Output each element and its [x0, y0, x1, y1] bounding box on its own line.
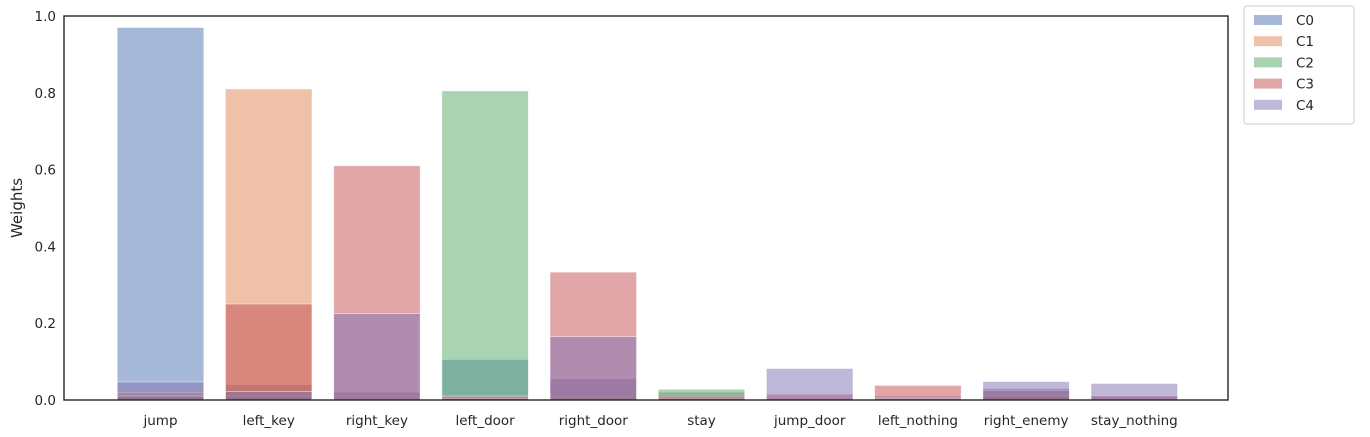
legend-label-c0: C0 — [1296, 13, 1314, 29]
x-tick-label-stay: stay — [687, 413, 716, 429]
x-tick-label-right-door: right_door — [559, 413, 629, 429]
legend-label-c3: C3 — [1296, 77, 1314, 93]
legend-label-c4: C4 — [1296, 98, 1314, 114]
y-tick-label: 0.6 — [35, 163, 56, 179]
y-tick-label: 1.0 — [35, 9, 56, 25]
bar-c3-left-key — [225, 303, 313, 401]
legend-label-c1: C1 — [1296, 34, 1314, 50]
legend-swatch-c4 — [1254, 99, 1282, 110]
plot-frame — [63, 15, 1229, 401]
x-tick-label-right-key: right_key — [346, 413, 408, 429]
x-tick-label-left-nothing: left_nothing — [878, 413, 958, 429]
x-tick-label-stay-nothing: stay_nothing — [1091, 413, 1178, 429]
x-tick-label-right-enemy: right_enemy — [984, 413, 1069, 429]
legend-label-c2: C2 — [1296, 55, 1314, 71]
legend: C0 C1 C2 C3 C4 — [1243, 5, 1355, 125]
legend-swatch-c0 — [1254, 15, 1282, 25]
x-tick-label-jump-door: jump_door — [773, 413, 846, 429]
x-tick-label-left-key: left_key — [243, 413, 295, 429]
y-tick-label: 0.0 — [35, 393, 56, 409]
legend-swatch-c2 — [1254, 57, 1282, 68]
y-axis-label: Weights — [8, 178, 26, 238]
bar-c4-left-key — [225, 391, 313, 401]
bar-c4-right-door — [549, 336, 637, 401]
y-tick-label: 0.8 — [35, 86, 56, 102]
bar-c4-stay-nothing — [1090, 383, 1178, 401]
legend-swatch-c1 — [1254, 36, 1282, 47]
bar-c2-left-door — [441, 90, 529, 401]
bar-c4-jump-door — [766, 368, 854, 401]
bar-c4-right-key — [333, 313, 421, 401]
bar-c4-jump — [116, 381, 205, 401]
bar-c4-right-enemy — [982, 381, 1070, 401]
bars-layer — [116, 27, 1178, 401]
x-axis-ticks: jump left_key right_key left_door right_door… — [142, 413, 1177, 429]
y-axis-ticks: 0.0 0.2 0.4 0.6 0.8 1.0 — [35, 9, 56, 409]
y-tick-label: 0.4 — [35, 239, 56, 255]
bar-c0-jump — [116, 27, 205, 401]
legend-frame — [1243, 5, 1355, 125]
y-tick-label: 0.2 — [35, 316, 56, 332]
x-tick-label-jump: jump — [142, 413, 177, 429]
legend-swatch-c3 — [1254, 78, 1282, 89]
x-tick-label-left-door: left_door — [455, 413, 515, 429]
